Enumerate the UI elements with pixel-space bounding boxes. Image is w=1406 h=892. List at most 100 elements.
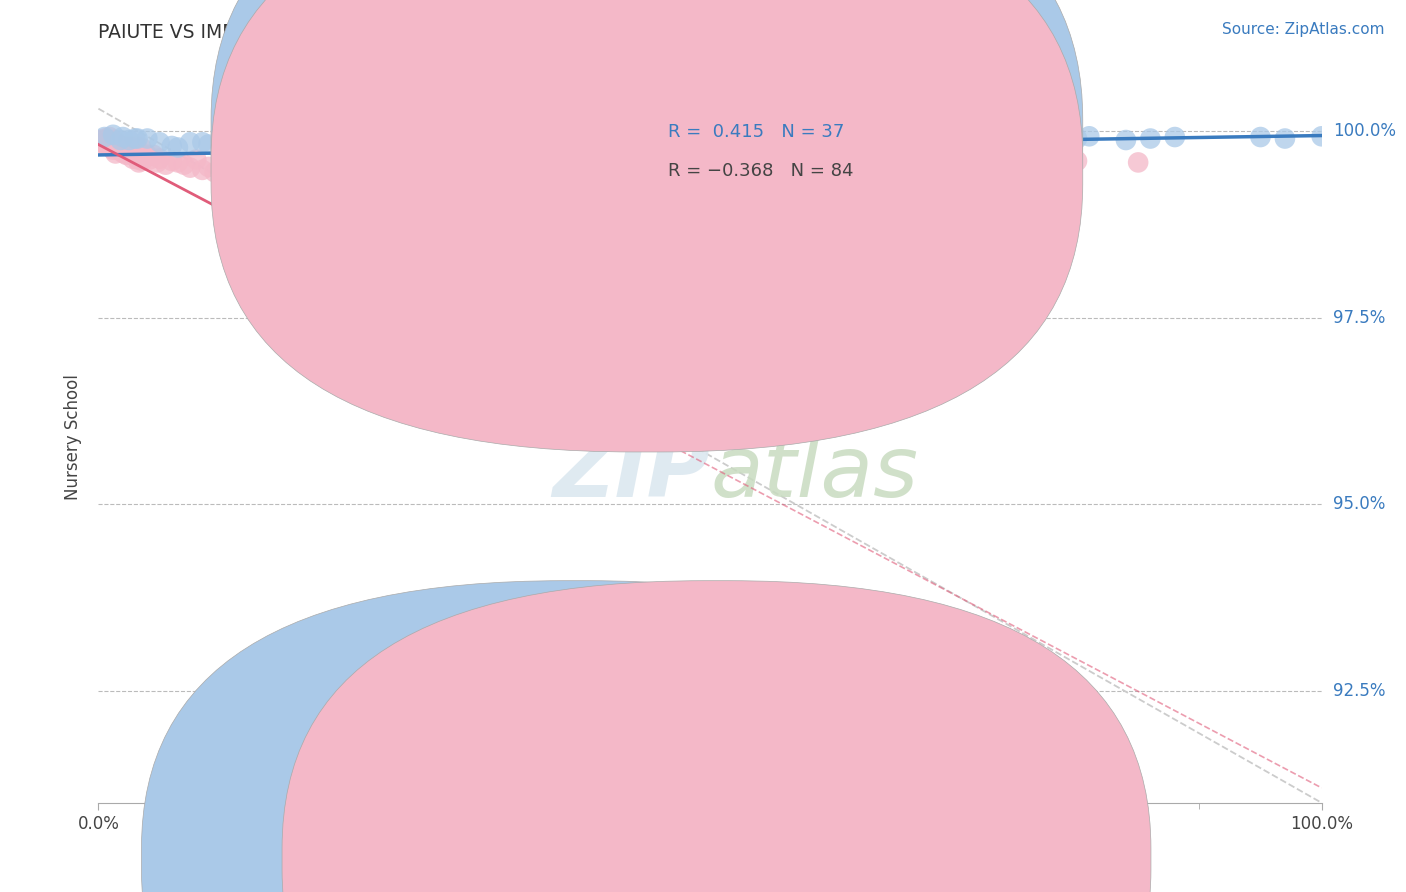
Point [204, 165, 226, 179]
Point [540, 153, 562, 167]
Point [160, 139, 183, 153]
Point [222, 155, 245, 169]
Point [149, 152, 172, 166]
Point [191, 135, 214, 149]
Point [1139, 131, 1161, 145]
Point [308, 169, 330, 183]
Point [127, 131, 149, 145]
Text: Immigrants from Iraq: Immigrants from Iraq [735, 850, 911, 868]
Point [209, 140, 232, 154]
Point [209, 161, 232, 176]
Point [93, 130, 115, 145]
Point [503, 153, 526, 168]
Point [101, 137, 124, 152]
Point [233, 167, 256, 181]
Point [129, 146, 152, 161]
Text: Source: ZipAtlas.com: Source: ZipAtlas.com [1222, 22, 1385, 37]
Text: atlas: atlas [710, 432, 918, 516]
Point [167, 155, 190, 169]
Point [160, 153, 183, 168]
Point [118, 133, 141, 147]
Point [122, 148, 145, 162]
Point [252, 162, 274, 177]
Point [1164, 130, 1187, 145]
Point [136, 131, 159, 145]
Point [110, 133, 132, 147]
Point [319, 165, 342, 179]
Point [1310, 129, 1333, 144]
Point [114, 143, 136, 157]
Point [430, 153, 453, 168]
Point [139, 153, 162, 167]
Point [356, 169, 378, 183]
Point [228, 162, 250, 177]
Point [131, 153, 153, 168]
Point [467, 148, 489, 162]
Point [101, 128, 124, 142]
Point [115, 148, 138, 162]
Point [1115, 133, 1137, 147]
Point [246, 160, 269, 174]
Point [93, 131, 115, 145]
Point [146, 155, 169, 169]
Y-axis label: Nursery School: Nursery School [65, 374, 83, 500]
Point [576, 153, 599, 167]
Point [127, 153, 149, 167]
Point [943, 131, 966, 145]
Point [381, 162, 404, 177]
Point [142, 148, 165, 162]
Point [785, 153, 807, 168]
Point [222, 143, 245, 157]
Point [191, 162, 214, 177]
Point [600, 151, 623, 165]
Point [97, 134, 120, 148]
Text: Paiute: Paiute [595, 850, 645, 868]
Point [515, 153, 537, 167]
Point [454, 148, 477, 162]
Point [1128, 155, 1150, 169]
Point [111, 145, 134, 159]
Text: 95.0%: 95.0% [1333, 495, 1385, 513]
Point [240, 169, 263, 183]
Point [120, 146, 142, 161]
Point [270, 169, 294, 183]
Point [283, 170, 305, 185]
Point [112, 146, 135, 161]
Point [100, 140, 122, 154]
Point [155, 158, 177, 172]
Point [711, 161, 734, 176]
Point [136, 148, 159, 162]
Point [308, 146, 330, 161]
Point [124, 131, 146, 145]
Point [259, 143, 281, 157]
Point [104, 146, 127, 161]
Point [98, 130, 121, 145]
Point [405, 153, 427, 167]
Text: R = −0.368   N = 84: R = −0.368 N = 84 [668, 162, 853, 180]
Point [197, 137, 219, 152]
Point [179, 135, 201, 149]
Point [120, 140, 142, 154]
Text: 100.0%: 100.0% [1333, 122, 1396, 140]
Point [179, 161, 201, 175]
Point [264, 162, 287, 177]
Point [173, 158, 195, 172]
Point [283, 145, 305, 159]
Point [1249, 130, 1271, 145]
Point [454, 155, 477, 169]
Point [117, 139, 139, 153]
Point [110, 139, 132, 153]
Point [121, 152, 143, 166]
Point [129, 140, 152, 154]
Point [761, 150, 783, 164]
Point [149, 135, 172, 149]
Point [430, 153, 453, 168]
Point [167, 140, 190, 154]
Point [1078, 129, 1101, 144]
Point [748, 153, 770, 167]
Point [699, 160, 721, 174]
Point [101, 143, 124, 157]
Point [1066, 131, 1088, 145]
Point [186, 153, 208, 167]
Point [356, 150, 378, 164]
